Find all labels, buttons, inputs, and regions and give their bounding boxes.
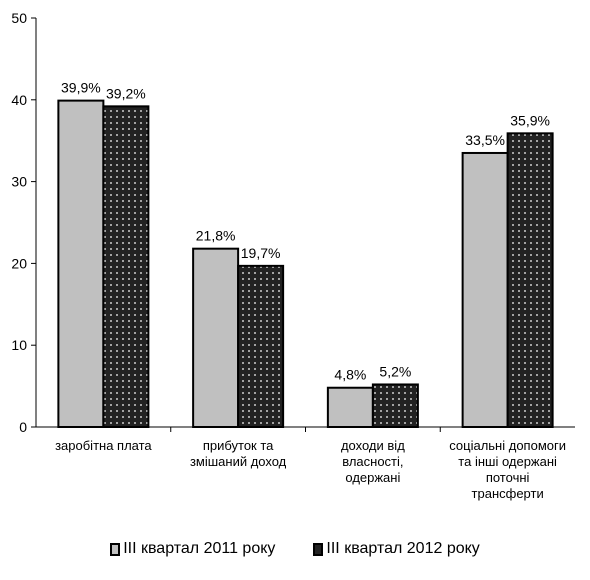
bar-chart: 0 10 20 30 40 50 39,9% 39,2% заробітна плата 21,8… <box>11 10 575 501</box>
legend-label-2012: ІІІ квартал 2012 року <box>326 540 480 557</box>
bar-series-1-cat-0 <box>102 105 150 429</box>
y-tick-label: 40 <box>11 92 27 108</box>
data-label: 35,9% <box>510 112 550 128</box>
legend-label-2011: ІІІ квартал 2011 року <box>123 540 276 557</box>
data-label: 21,8% <box>196 228 236 244</box>
category-label: доходи від власності, одержані <box>341 438 405 485</box>
category-label: соціальні допомоги та інші одержані поточн… <box>449 438 566 501</box>
data-label: 39,2% <box>106 85 146 101</box>
legend-swatch-2012 <box>313 542 324 556</box>
legend-swatch-2011 <box>110 542 121 556</box>
bar-series-0-cat-3 <box>461 151 509 428</box>
bar-series-0-cat-0 <box>57 99 105 428</box>
bar-series-0-cat-2 <box>326 386 374 428</box>
bar-series-1-cat-3 <box>506 132 554 428</box>
y-tick-label: 30 <box>11 174 27 190</box>
legend-item-2012: ІІІ квартал 2012 року <box>313 540 480 558</box>
data-label: 33,5% <box>465 132 505 148</box>
legend: ІІІ квартал 2011 року ІІІ квартал 2012 р… <box>0 540 590 558</box>
y-tick-label: 0 <box>19 419 27 435</box>
y-tick-label: 50 <box>11 10 27 26</box>
category-label: заробітна плата <box>55 438 152 453</box>
data-label: 19,7% <box>241 245 281 261</box>
y-tick-label: 20 <box>11 255 27 271</box>
legend-item-2011: ІІІ квартал 2011 року <box>110 540 275 558</box>
bar-series-1-cat-1 <box>237 264 285 428</box>
data-label: 4,8% <box>334 367 366 383</box>
category-label: прибуток та змішаний доход <box>190 438 287 469</box>
data-label: 39,9% <box>61 80 101 96</box>
data-label: 5,2% <box>379 363 411 379</box>
bar-series-0-cat-1 <box>192 247 240 428</box>
bar-series-1-cat-2 <box>371 383 419 428</box>
y-tick-label: 10 <box>11 337 27 353</box>
